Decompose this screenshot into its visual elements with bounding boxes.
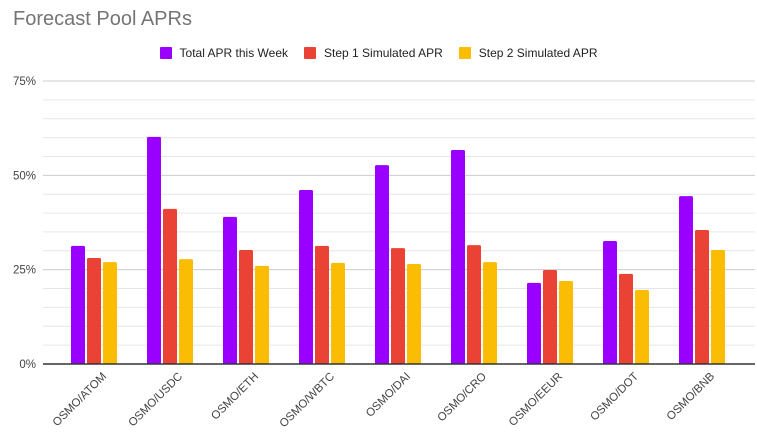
legend-item-total-apr[interactable]: Total APR this Week — [159, 46, 289, 60]
legend-swatch-step2-apr — [458, 47, 471, 59]
bar-osmo-dai-series-2[interactable] — [391, 248, 405, 364]
x-tick-label: OSMO/EEUR — [507, 371, 565, 429]
bar-osmo-wbtc-series-3[interactable] — [331, 262, 345, 364]
bar-osmo-dot-series-3[interactable] — [635, 290, 649, 364]
y-tick-label: 25% — [13, 265, 36, 277]
bar-osmo-cro-series-2[interactable] — [467, 245, 481, 364]
bar-osmo-bnb-series-1[interactable] — [679, 196, 693, 364]
legend-swatch-total-apr — [159, 47, 172, 59]
chart-title: Forecast Pool APRs — [13, 8, 192, 30]
legend-label-step1-apr: Step 1 Simulated APR — [324, 46, 443, 60]
bar-osmo-usdc-series-1[interactable] — [147, 136, 161, 364]
bar-osmo-wbtc-series-2[interactable] — [315, 245, 329, 364]
bar-osmo-usdc-series-3[interactable] — [179, 259, 193, 364]
x-tick-label: OSMO/ATOM — [51, 371, 109, 429]
legend-label-total-apr: Total APR this Week — [179, 46, 289, 60]
bar-osmo-dai-series-1[interactable] — [375, 165, 389, 364]
bar-osmo-eth-series-1[interactable] — [223, 216, 237, 364]
legend-item-step1-apr[interactable]: Step 1 Simulated APR — [304, 46, 443, 60]
bar-osmo-dai-series-3[interactable] — [407, 264, 421, 364]
bar-osmo-eeur-series-2[interactable] — [543, 270, 557, 364]
y-axis-ticks: 0% 25% 50% 75% — [13, 76, 36, 371]
bar-osmo-eeur-series-3[interactable] — [559, 280, 573, 364]
bars — [71, 136, 725, 364]
bar-osmo-dot-series-2[interactable] — [619, 273, 633, 364]
x-tick-label: OSMO/USDC — [126, 371, 185, 430]
legend-swatch-step1-apr — [304, 47, 317, 59]
bar-osmo-bnb-series-3[interactable] — [711, 250, 725, 364]
x-tick-label: OSMO/ETH — [209, 371, 261, 423]
bar-osmo-wbtc-series-1[interactable] — [299, 190, 313, 364]
bar-osmo-usdc-series-2[interactable] — [163, 208, 177, 364]
bar-osmo-eth-series-3[interactable] — [255, 265, 269, 364]
bar-osmo-bnb-series-2[interactable] — [695, 230, 709, 364]
bar-osmo-cro-series-1[interactable] — [451, 150, 465, 364]
legend: Total APR this Week Step 1 Simulated APR… — [0, 46, 757, 60]
x-tick-label: OSMO/WBTC — [278, 371, 338, 431]
x-axis-labels: OSMO/ATOM OSMO/USDC OSMO/ETH OSMO/WBTC OSMO/… — [51, 370, 718, 430]
x-tick-label: OSMO/BNB — [665, 370, 718, 423]
bar-osmo-eth-series-2[interactable] — [239, 250, 253, 364]
bar-osmo-atom-series-2[interactable] — [87, 257, 101, 364]
y-tick-label: 75% — [13, 76, 36, 88]
bar-osmo-eeur-series-1[interactable] — [527, 282, 541, 364]
legend-item-step2-apr[interactable]: Step 2 Simulated APR — [458, 46, 598, 60]
legend-label-step2-apr: Step 2 Simulated APR — [478, 46, 598, 60]
bar-osmo-atom-series-1[interactable] — [71, 245, 85, 364]
bar-osmo-atom-series-3[interactable] — [103, 262, 117, 364]
y-tick-label: 0% — [19, 359, 36, 371]
y-tick-label: 50% — [13, 170, 36, 182]
bar-osmo-dot-series-1[interactable] — [603, 240, 617, 364]
x-tick-label: OSMO/DAI — [364, 371, 413, 420]
bar-osmo-cro-series-3[interactable] — [483, 262, 497, 364]
x-tick-label: OSMO/CRO — [435, 371, 489, 425]
x-tick-label: OSMO/DOT — [588, 371, 641, 424]
